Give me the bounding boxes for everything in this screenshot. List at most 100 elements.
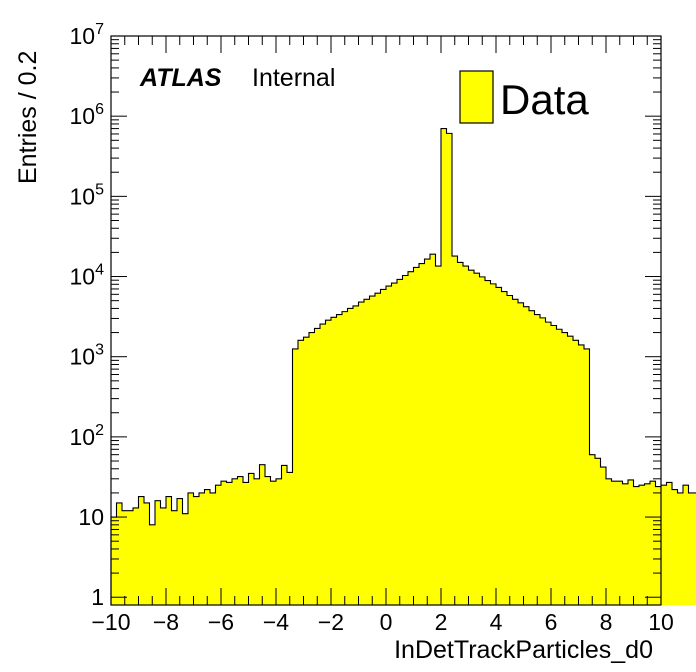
histogram-bin [501, 291, 508, 605]
histogram-bin [683, 485, 689, 605]
histogram-bin [650, 481, 656, 605]
histogram-bin [303, 337, 310, 605]
histogram-bin [265, 476, 271, 605]
histogram-bin [551, 325, 557, 605]
histogram-bin [314, 328, 321, 605]
histogram-bin [199, 492, 205, 605]
histogram-bin [342, 311, 348, 605]
histogram-bin [320, 324, 326, 605]
histogram-bin [391, 283, 398, 605]
histogram-bin [248, 473, 255, 605]
histogram-bin [595, 458, 601, 605]
histogram-bin [446, 133, 453, 605]
histogram-bin [375, 293, 381, 605]
x-tick-label: 8 [600, 609, 613, 635]
y-tick-label: 106 [70, 101, 105, 129]
histogram-bin [298, 340, 304, 605]
histogram-bin [171, 510, 178, 605]
histogram-bin [611, 481, 618, 605]
histogram-bin [661, 485, 667, 605]
histogram-bin [243, 482, 249, 605]
y-tick-label: 105 [70, 181, 105, 209]
histogram-bin [419, 263, 425, 605]
histogram-bin [215, 485, 222, 605]
histogram-bin [534, 314, 541, 605]
histogram-bin [694, 492, 696, 605]
histogram-bin [589, 454, 596, 605]
y-tick-label: 104 [70, 262, 105, 290]
histogram-bin [584, 348, 590, 605]
histogram-bin [149, 524, 156, 605]
histogram-bin [226, 482, 233, 605]
histogram-bin [479, 276, 486, 605]
histogram-bin [617, 481, 623, 605]
histogram-bin [237, 476, 244, 605]
y-tick-label: 107 [70, 21, 105, 49]
histogram-bin [518, 302, 524, 605]
histogram-bin [512, 299, 519, 605]
histogram-bin [287, 472, 293, 605]
histogram-bin [468, 270, 475, 605]
x-tick-label: 4 [490, 609, 503, 635]
histogram-bin [545, 322, 552, 605]
histogram-bin [116, 502, 123, 605]
x-tick-label: −4 [263, 609, 289, 635]
histogram-bin [496, 287, 502, 605]
histogram-bin [259, 464, 266, 605]
histogram-bin [408, 271, 414, 605]
histogram-bin [452, 256, 458, 605]
x-tick-label: 6 [545, 609, 558, 635]
x-tick-label: −10 [91, 609, 130, 635]
histogram-bin [270, 481, 277, 605]
histogram-bin [364, 299, 370, 605]
histogram-bin [336, 314, 343, 605]
histogram-bin [567, 336, 574, 605]
plot-frame [110, 35, 662, 606]
y-axis-title: Entries / 0.2 [14, 51, 42, 184]
histogram-bin [507, 295, 513, 605]
histogram-bars [110, 128, 696, 606]
legend-swatch [459, 70, 494, 124]
histogram-bin [309, 332, 315, 605]
histogram-bin [254, 478, 260, 605]
histogram-outline [110, 128, 696, 605]
histogram-bin [556, 329, 563, 605]
histogram-bin [122, 510, 128, 605]
x-tick-label: 2 [435, 609, 448, 635]
histogram-bin [529, 310, 535, 605]
histogram-bin [600, 467, 607, 605]
histogram-bin [221, 481, 227, 605]
histogram-bin [490, 283, 497, 605]
histogram-bin [655, 486, 662, 605]
histogram-bin [111, 517, 117, 605]
histogram-bin [677, 492, 684, 605]
histogram-bin [606, 478, 612, 605]
y-tick-label: 102 [70, 422, 105, 450]
histogram-bin [628, 479, 634, 605]
histogram-bin [639, 485, 645, 605]
y-tick-label: 10 [78, 504, 104, 530]
histogram-bin [430, 254, 436, 606]
y-tick-label: 1 [91, 584, 104, 610]
histogram-bin [177, 498, 183, 605]
x-axis-title: InDetTrackParticles_d0 [394, 636, 653, 664]
histogram-bin [276, 478, 282, 605]
histogram-bin [386, 286, 392, 605]
histogram-bin [138, 496, 145, 605]
histogram-bin [397, 279, 403, 605]
x-tick-label: 0 [380, 609, 393, 635]
histogram-bin [573, 340, 579, 605]
x-tick-label: 10 [648, 609, 674, 635]
histogram-bin [666, 482, 673, 605]
histogram-bin [160, 507, 167, 605]
histogram-bin [193, 496, 200, 605]
histogram-bin [325, 320, 332, 605]
histogram-bin [435, 266, 442, 605]
histogram-bin [347, 308, 354, 605]
histogram-bin [578, 344, 585, 605]
histogram-bin [633, 486, 640, 605]
histogram-bin [413, 267, 420, 605]
histogram-bin [474, 273, 480, 605]
histogram-bin [622, 483, 629, 605]
histogram-bin [540, 317, 546, 605]
